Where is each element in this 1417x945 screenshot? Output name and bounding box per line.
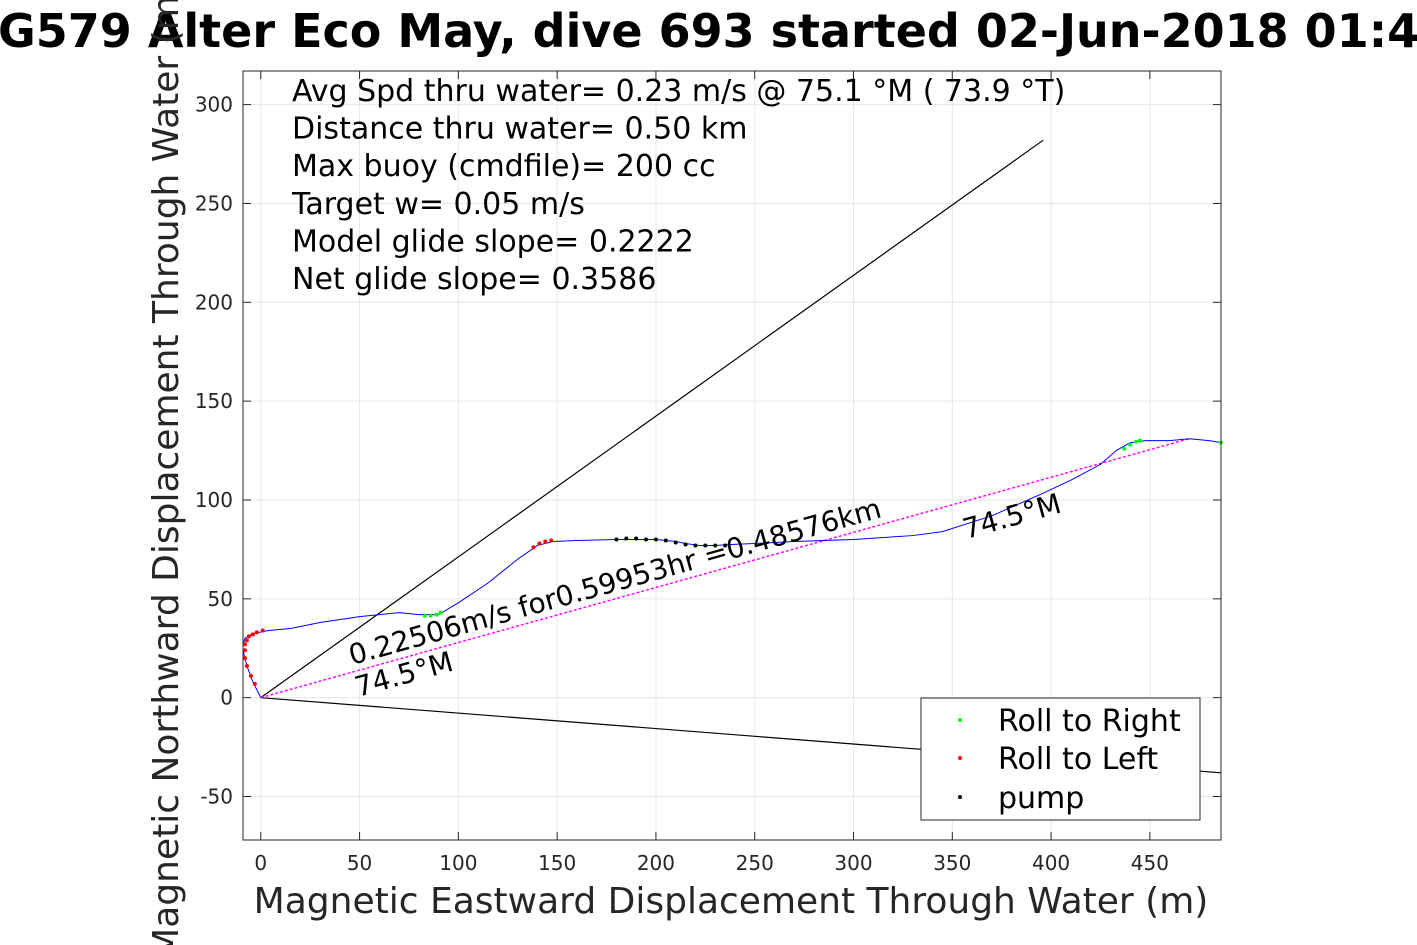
x-tick-label: 200 xyxy=(637,851,675,875)
legend: Roll to Right Roll to Left pump xyxy=(920,697,1201,821)
roll-left-point xyxy=(244,638,249,643)
roll-left-point xyxy=(254,630,259,635)
roll-right-point xyxy=(428,613,433,618)
pump-point xyxy=(624,536,629,541)
x-axis-label: Magnetic Eastward Displacement Through W… xyxy=(254,881,1209,922)
plot-frame xyxy=(242,70,1222,841)
x-tick-label: 450 xyxy=(1131,851,1169,875)
y-tick-label: 300 xyxy=(195,93,233,117)
legend-label-roll-right: Roll to Right xyxy=(998,704,1181,739)
info-line: Target w= 0.05 m/s xyxy=(291,187,585,222)
x-tick-label: 150 xyxy=(538,851,576,875)
pump-point xyxy=(663,538,668,543)
roll-left-point xyxy=(242,648,247,653)
roll-left-point xyxy=(242,642,247,647)
roll-left-point xyxy=(250,632,255,637)
legend-label-roll-left: Roll to Left xyxy=(998,742,1158,777)
pump-point xyxy=(703,543,708,548)
pump-point xyxy=(644,537,649,542)
roll-left-point xyxy=(246,634,251,639)
net-displacement-line xyxy=(260,438,1190,699)
roll-right-point xyxy=(422,613,427,618)
info-line: Net glide slope= 0.3586 xyxy=(292,262,656,297)
roll-right-point xyxy=(1122,446,1127,451)
roll-right-point xyxy=(438,610,443,615)
y-tick-label: 250 xyxy=(195,191,233,215)
roll-left-point xyxy=(244,664,249,669)
x-tick-label: 300 xyxy=(834,851,872,875)
pump-point xyxy=(634,536,639,541)
info-line: Max buoy (cmdfile)= 200 cc xyxy=(292,149,716,184)
roll-left-point xyxy=(260,628,265,633)
x-tick-label: 350 xyxy=(933,851,971,875)
chart-title: SG579 Alter Eco May, dive 693 started 02… xyxy=(0,4,1417,58)
legend-label-pump: pump xyxy=(998,781,1084,816)
roll-left-point xyxy=(543,539,548,544)
y-tick-label: 150 xyxy=(195,389,233,413)
pump-point xyxy=(683,542,688,547)
pump-point xyxy=(614,537,619,542)
y-tick-label: -50 xyxy=(200,785,233,809)
marker-group xyxy=(242,438,1223,686)
ref-line-upper xyxy=(260,139,1044,699)
pump-point xyxy=(723,543,728,548)
info-line: Distance thru water= 0.50 km xyxy=(292,112,747,147)
x-tick-label: 250 xyxy=(736,851,774,875)
roll-left-point xyxy=(242,656,247,661)
pump-point xyxy=(713,543,718,548)
y-axis-label: Magnetic Northward Displacement Through … xyxy=(146,0,187,945)
legend-box xyxy=(920,697,1201,821)
legend-marker-pump xyxy=(958,795,962,799)
pump-point xyxy=(693,543,698,548)
roll-left-point xyxy=(537,541,542,546)
y-tick-label: 200 xyxy=(195,290,233,314)
x-tick-label: 0 xyxy=(254,851,267,875)
info-line: Avg Spd thru water= 0.23 m/s @ 75.1 °M (… xyxy=(292,74,1065,109)
y-tick-label: 50 xyxy=(208,587,233,611)
info-text-block: Avg Spd thru water= 0.23 m/s @ 75.1 °M (… xyxy=(291,74,1065,297)
roll-right-point xyxy=(1137,438,1142,443)
roll-right-point xyxy=(1134,439,1139,444)
y-tick-label: 100 xyxy=(195,488,233,512)
roll-left-point xyxy=(252,681,257,686)
roll-left-point xyxy=(248,673,253,678)
roll-left-point xyxy=(549,538,554,543)
info-line: Model glide slope= 0.2222 xyxy=(292,224,694,259)
pump-point xyxy=(653,537,658,542)
y-tick-label: 0 xyxy=(220,686,233,710)
roll-right-point xyxy=(434,612,439,617)
roll-left-point xyxy=(531,545,536,550)
x-tick-label: 400 xyxy=(1032,851,1070,875)
tick-group: 0 50 100 150 200 250 300 350 400 450 -50 0 50 100 150 2… xyxy=(195,71,1221,875)
x-tick-label: 100 xyxy=(439,851,477,875)
roll-right-point xyxy=(1128,442,1133,447)
x-tick-label: 50 xyxy=(347,851,372,875)
legend-marker-roll-left xyxy=(958,756,962,760)
pump-point xyxy=(673,540,678,545)
legend-marker-roll-right xyxy=(958,718,962,722)
